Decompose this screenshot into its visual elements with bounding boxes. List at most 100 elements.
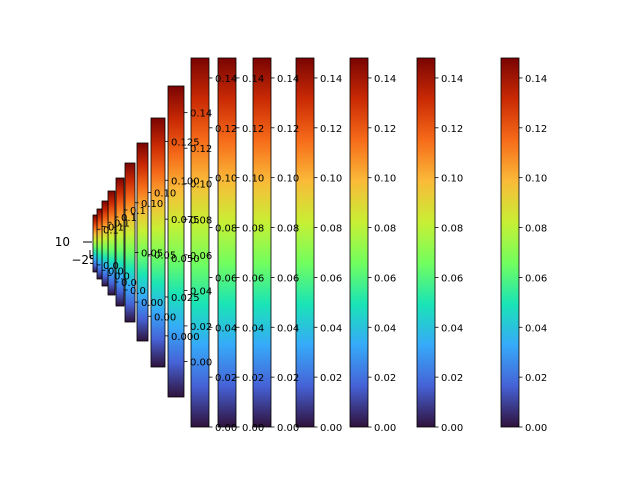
colorbar-tick-label: 0.00 bbox=[141, 298, 163, 309]
colorbar-tick-label: 0.10 bbox=[374, 174, 396, 185]
colorbar-tick-label: 0.08 bbox=[320, 224, 342, 235]
colorbar: 0.000.020.040.060.080.100.120.14 bbox=[416, 57, 463, 434]
colorbar-tick-label: 0.02 bbox=[242, 373, 264, 384]
colorbar-tick-label: 0.1 bbox=[103, 225, 119, 236]
colorbar-tick-label: 0.025 bbox=[171, 293, 200, 304]
colorbar-tick-label: 0.00 bbox=[525, 423, 547, 434]
colorbar: 0.00 0.05 0.10 bbox=[124, 162, 163, 323]
colorbar: 0.000.020.040.060.080.100.120.14 bbox=[500, 57, 547, 434]
colorbar-gradient bbox=[252, 57, 272, 428]
main-axis: 10 −25 bbox=[55, 235, 97, 267]
colorbar-tick-label: 0.0 bbox=[114, 271, 130, 282]
colorbar-tick-label: 0.14 bbox=[525, 74, 547, 85]
colorbar-tick-label: 0.1 bbox=[121, 213, 137, 224]
colorbar-tick-label: 0.10 bbox=[215, 174, 237, 185]
colorbars-group: 0.000.020.040.060.080.100.120.140.000.02… bbox=[92, 57, 547, 434]
colorbar-gradient bbox=[167, 85, 185, 398]
colorbar-tick-label: 0.06 bbox=[441, 273, 463, 284]
colorbar-tick-label: 0.12 bbox=[242, 124, 264, 135]
colorbar-tick-label: 0.10 bbox=[154, 189, 176, 200]
colorbar-tick-label: 0.05 bbox=[154, 250, 176, 261]
colorbar-tick-label: 0.00 bbox=[441, 423, 463, 434]
x-tick-label: −25 bbox=[71, 253, 96, 267]
colorbar: 0.00 0.02 0.04 0.06 0.08 0.10 0.12 0.14 bbox=[295, 57, 342, 434]
colorbar-tick-label: 0.00 bbox=[277, 423, 299, 434]
colorbar-tick-label: 0.06 bbox=[277, 273, 299, 284]
colorbar-tick-label: 0.08 bbox=[215, 224, 237, 235]
colorbar-gradient bbox=[295, 57, 315, 428]
colorbar-tick-label: 0.02 bbox=[215, 373, 237, 384]
colorbar-gradient bbox=[217, 57, 237, 428]
colorbar-tick-label: 0.10 bbox=[277, 174, 299, 185]
colorbar-tick-label: 0.04 bbox=[190, 286, 212, 297]
colorbar-tick-label: 0.00 bbox=[215, 423, 237, 434]
colorbar-tick-label: 0.08 bbox=[277, 224, 299, 235]
colorbar-tick-label: 0.14 bbox=[190, 109, 212, 120]
colorbar-tick-label: 0.06 bbox=[320, 273, 342, 284]
colorbar-tick-label: 0.04 bbox=[242, 323, 264, 334]
colorbar-tick-label: 0.14 bbox=[374, 74, 396, 85]
colorbar-gradient bbox=[124, 162, 136, 323]
colorbar-tick-label: 0.12 bbox=[215, 124, 237, 135]
colorbar-gradient bbox=[349, 57, 369, 428]
colorbar-gradient bbox=[416, 57, 436, 428]
colorbar-tick-label: 0.100 bbox=[171, 176, 200, 187]
colorbar-tick-label: 0.00 bbox=[242, 423, 264, 434]
colorbar-tick-label: 0.14 bbox=[215, 74, 237, 85]
colorbar-tick-label: 0.04 bbox=[374, 323, 396, 334]
colorbar-tick-label: 0.10 bbox=[190, 180, 212, 191]
colorbar-tick-label: 0.0 bbox=[108, 266, 124, 277]
colorbar: 0.00 0.05 0.10 bbox=[136, 142, 176, 342]
colorbar-tick-label: 0.04 bbox=[277, 323, 299, 334]
colorbar-tick-label: 0.12 bbox=[320, 124, 342, 135]
colorbar-tick-label: 0.00 bbox=[190, 357, 212, 368]
colorbar: 0.0 0.1 bbox=[92, 214, 119, 273]
colorbar: 0.000.020.040.060.080.100.120.14 bbox=[349, 57, 396, 434]
colorbar-tick-label: 0.10 bbox=[141, 199, 163, 210]
colorbar-tick-label: 0.1 bbox=[108, 223, 124, 234]
colorbar-tick-label: 0.1 bbox=[130, 206, 146, 217]
colorbar-tick-label: 0.02 bbox=[320, 373, 342, 384]
colorbar-tick-label: 0.12 bbox=[277, 124, 299, 135]
colorbar-tick-label: 0.10 bbox=[525, 174, 547, 185]
colorbar-tick-label: 0.000 bbox=[171, 332, 200, 343]
colorbar-tick-label: 0.04 bbox=[320, 323, 342, 334]
colorbar-tick-label: 0.10 bbox=[242, 174, 264, 185]
colorbar-tick-label: 0.00 bbox=[320, 423, 342, 434]
colorbar: 0.000.020.040.060.080.100.120.14 bbox=[190, 57, 237, 434]
colorbar-tick-label: 0.06 bbox=[374, 273, 396, 284]
colorbar-gradient bbox=[150, 117, 166, 368]
colorbar-tick-label: 0.14 bbox=[242, 74, 264, 85]
colorbar-tick-label: 0.06 bbox=[215, 273, 237, 284]
y-tick-label: 10 bbox=[55, 235, 70, 249]
colorbar-tick-label: 0.08 bbox=[441, 224, 463, 235]
colorbar-gradient bbox=[500, 57, 520, 428]
colorbar-tick-label: 0.06 bbox=[525, 273, 547, 284]
colorbar-tick-label: 0.14 bbox=[277, 74, 299, 85]
colorbar: 0.0 0.1 bbox=[115, 177, 146, 307]
colorbar-tick-label: 0.12 bbox=[525, 124, 547, 135]
colorbar-gradient bbox=[115, 177, 125, 307]
colorbar-gradient bbox=[96, 208, 103, 280]
colorbar-tick-label: 0.14 bbox=[441, 74, 463, 85]
colorbar-tick-label: 0.00 bbox=[374, 423, 396, 434]
colorbar-tick-label: 0.08 bbox=[525, 224, 547, 235]
colorbar-gradient bbox=[92, 214, 98, 273]
colorbar-tick-label: 0.04 bbox=[215, 323, 237, 334]
colorbar-tick-label: 0.05 bbox=[141, 248, 163, 259]
colorbar-tick-label: 0.12 bbox=[441, 124, 463, 135]
colorbar-gradient bbox=[136, 142, 149, 342]
colorbar-tick-label: 0.02 bbox=[525, 373, 547, 384]
colorbar-tick-label: 0.12 bbox=[374, 124, 396, 135]
colorbar-tick-label: 0.125 bbox=[171, 137, 200, 148]
colorbar-tick-label: 0.12 bbox=[190, 144, 212, 155]
colorbar-tick-label: 0.08 bbox=[190, 215, 212, 226]
colorbar: 0.000 0.025 0.050 0.075 0.100 0.125 bbox=[150, 117, 200, 368]
colorbar-tick-label: 0.02 bbox=[374, 373, 396, 384]
colorbar-tick-label: 0.14 bbox=[320, 74, 342, 85]
colorbar-tick-label: 0.00 bbox=[154, 312, 176, 323]
colorbar-gradient bbox=[190, 57, 210, 428]
colorbar-tick-label: 0.10 bbox=[320, 174, 342, 185]
colorbar-tick-label: 0.02 bbox=[441, 373, 463, 384]
